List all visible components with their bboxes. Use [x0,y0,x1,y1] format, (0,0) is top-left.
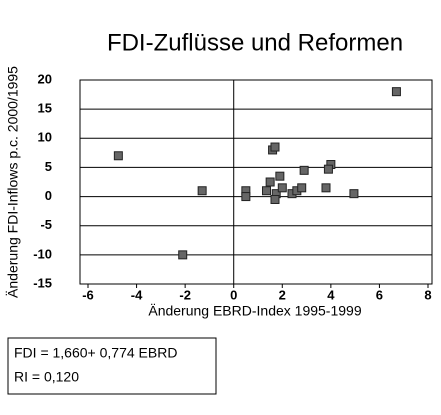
x-tick-label: 6 [376,287,383,302]
x-tick-label: -2 [179,287,191,302]
point [197,186,207,196]
annotation-box [7,337,217,395]
y-tick-label: 5 [45,159,52,174]
chart-title: FDI-Zuflüsse und Reformen [107,29,403,56]
x-tick-label: 2 [279,287,286,302]
y-tick-label: 10 [38,130,52,145]
annotation: FDI = 1,660+ 0,774 EBRD [14,345,177,361]
point [297,183,307,193]
point [277,183,287,193]
y-tick-label: 20 [38,71,52,86]
point [299,165,309,175]
x-tick-label: 8 [424,287,431,302]
point [241,192,251,202]
x-tick-label: 0 [230,287,237,302]
point [321,183,331,193]
y-tick-label: 0 [45,188,52,203]
point [275,171,285,181]
point [391,87,401,97]
plot-area [79,79,433,285]
point [113,151,123,161]
y-tick-label: 15 [38,101,52,116]
point [270,142,280,152]
point [265,177,275,187]
y-axis-label: Änderung FDI-Inflows p.c. 2000/1995 [5,66,21,298]
point [323,164,333,174]
x-tick-label: -6 [82,287,94,302]
y-tick-label: -15 [33,275,52,290]
point [349,189,359,199]
y-tick-label: -5 [40,217,52,232]
point [178,250,188,260]
x-axis-label: Änderung EBRD-Index 1995-1999 [148,303,361,319]
y-tick-label: -10 [33,246,52,261]
point [270,194,280,204]
x-tick-label: 4 [327,287,335,302]
x-tick-label: -4 [131,287,143,302]
annotation: RI = 0,120 [14,369,79,385]
point [262,186,271,196]
